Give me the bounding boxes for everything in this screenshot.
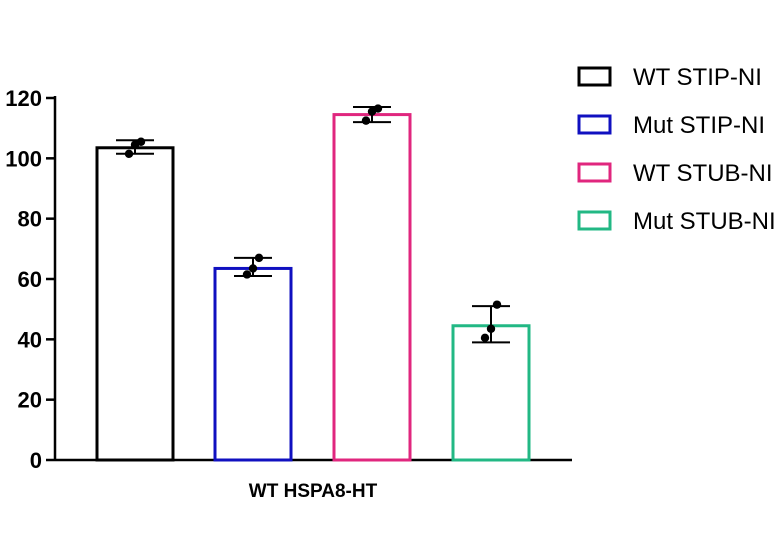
bars [95,113,531,462]
data-point [130,140,140,149]
data-point [242,270,252,279]
y-tick-label: 80 [18,207,42,232]
data-point [124,149,134,159]
legend-label: Mut STUB-NI [633,208,776,235]
data-point [367,107,377,116]
axes: 0 20 40 60 80 100 120 [5,86,572,473]
data-point [480,333,490,343]
bar [213,266,293,462]
legend-swatch [577,162,612,183]
data-point [254,253,264,263]
data-point [361,116,371,125]
bar [332,113,412,462]
data-points [124,104,502,343]
data-point [486,324,496,333]
error-bars [116,106,510,344]
legend-swatch [577,66,612,87]
legend-label: WT STUB-NI [633,160,773,187]
y-tick-label: 120 [5,86,42,111]
legend: WT STIP-NI Mut STIP-NI WT STUB-NI Mut STUB-… [577,64,776,235]
legend-label: WT STIP-NI [633,64,762,91]
data-point [492,300,502,309]
bar [95,146,175,462]
y-tick-label: 40 [18,327,42,352]
y-tick-label: 60 [18,267,42,292]
y-tick-label: 0 [30,448,42,473]
bar [451,324,531,462]
x-category-label: WT HSPA8-HT [249,481,378,502]
legend-label: Mut STIP-NI [633,112,765,139]
data-point [248,264,258,273]
legend-swatch [577,114,612,135]
y-tick-label: 100 [5,146,42,171]
legend-swatch [577,210,612,231]
y-tick-label: 20 [18,388,42,413]
